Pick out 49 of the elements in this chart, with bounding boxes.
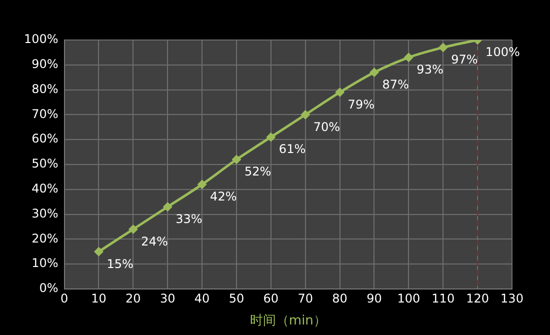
x-tick-label: 80 bbox=[332, 291, 348, 306]
y-tick-label: 30% bbox=[32, 206, 58, 220]
x-tick-label: 50 bbox=[228, 291, 244, 306]
x-tick-label: 0 bbox=[60, 291, 68, 306]
y-tick-label: 20% bbox=[32, 231, 58, 246]
data-label: 100% bbox=[486, 45, 520, 60]
x-tick-label: 120 bbox=[466, 291, 490, 306]
x-tick-label: 100 bbox=[397, 291, 420, 306]
point bbox=[128, 224, 138, 234]
data-label: 70% bbox=[313, 120, 340, 134]
y-tick-label: 0% bbox=[39, 281, 58, 296]
data-label: 97% bbox=[451, 52, 478, 67]
data-label: 79% bbox=[348, 97, 374, 112]
x-tick-label: 90 bbox=[366, 291, 382, 306]
x-tick-label: 130 bbox=[500, 291, 524, 306]
point bbox=[94, 247, 103, 256]
y-tick-label: 100% bbox=[24, 32, 58, 46]
data-label: 87% bbox=[382, 77, 409, 92]
x-tick-label: 60 bbox=[263, 291, 279, 306]
y-tick-label: 60% bbox=[32, 132, 58, 146]
point bbox=[404, 53, 413, 62]
x-tick-label: 70 bbox=[298, 291, 314, 306]
point bbox=[370, 68, 378, 77]
data-label: 15% bbox=[106, 256, 134, 271]
x-tick-label: 30 bbox=[160, 291, 176, 306]
y-tick-label: 10% bbox=[32, 256, 58, 270]
point bbox=[301, 110, 310, 119]
point bbox=[438, 43, 448, 52]
point bbox=[163, 202, 172, 212]
point bbox=[232, 155, 241, 164]
data-label: 33% bbox=[176, 212, 202, 226]
x-tick-label: 110 bbox=[432, 291, 455, 306]
y-tick-label: 90% bbox=[32, 57, 58, 72]
x-tick-label: 10 bbox=[91, 291, 106, 306]
data-label: 24% bbox=[141, 234, 168, 248]
data-label: 52% bbox=[244, 164, 272, 179]
y-tick-label: 40% bbox=[32, 182, 58, 196]
y-tick-label: 50% bbox=[32, 156, 58, 171]
y-tick-label: 80% bbox=[32, 82, 58, 96]
point bbox=[266, 132, 276, 142]
data-label: 42% bbox=[210, 190, 237, 204]
y-tick-label: 70% bbox=[32, 106, 58, 121]
data-label: 61% bbox=[278, 142, 306, 156]
x-tick-label: 20 bbox=[126, 291, 141, 306]
point bbox=[198, 180, 206, 189]
data-label: 93% bbox=[416, 62, 444, 77]
x-axis-title: 时间（min） bbox=[250, 314, 326, 329]
point bbox=[336, 88, 344, 97]
x-tick-label: 40 bbox=[194, 291, 210, 306]
